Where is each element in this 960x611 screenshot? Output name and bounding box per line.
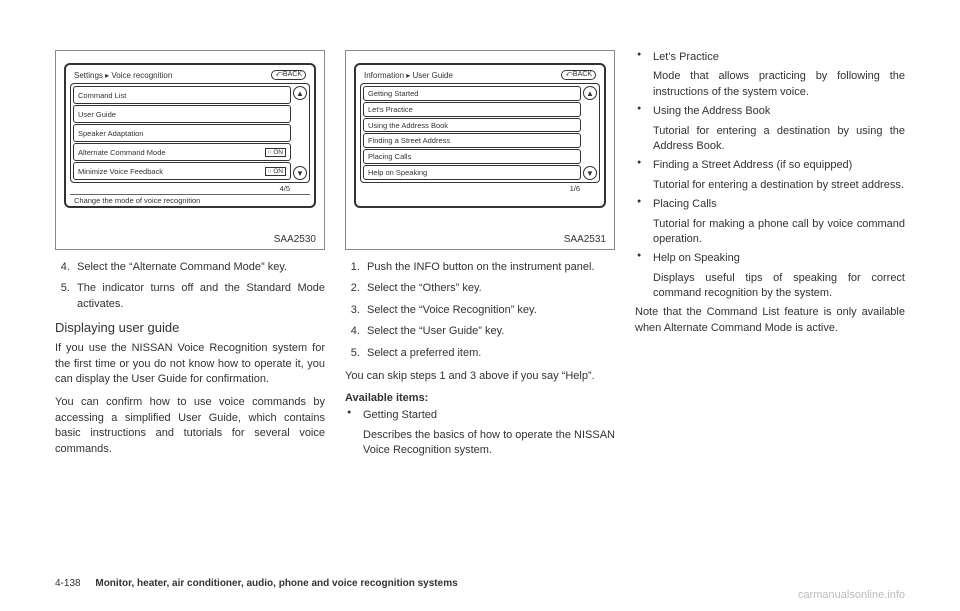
menu-item: Finding a Street Address <box>363 133 581 148</box>
menu-item: Using the Address Book <box>363 118 581 133</box>
toggle-on: ○ ON <box>265 167 286 176</box>
step-item: Select the “User Guide” key. <box>363 324 615 339</box>
bullet-item: Help on Speaking <box>635 251 905 266</box>
bullet-desc: Tutorial for making a phone call by voic… <box>635 217 905 248</box>
menu-label: Using the Address Book <box>368 121 448 130</box>
scroll-up-icon: ▲ <box>583 86 597 100</box>
bullet-list: Let’s Practice Mode that allows practici… <box>635 50 905 301</box>
menu-area: Getting Started Let's Practice Using the… <box>360 83 600 183</box>
menu-item: Placing Calls <box>363 149 581 164</box>
scroll-control: ▲ ▼ <box>583 86 597 180</box>
scroll-down-icon: ▼ <box>583 166 597 180</box>
step-item: Select the “Voice Recognition” key. <box>363 303 615 318</box>
body-text: Let’s Practice Mode that allows practici… <box>635 50 905 344</box>
subheading: Available items: <box>345 392 615 404</box>
bullet-item: Using the Address Book <box>635 104 905 119</box>
menu-item: Getting Started <box>363 86 581 101</box>
screen-header: Information ▸ User Guide ⤺BACK <box>360 69 600 83</box>
page-indicator: 1/6 <box>360 183 600 193</box>
page-columns: Settings ▸ Voice recognition ⤺BACK Comma… <box>55 50 905 550</box>
column-1: Settings ▸ Voice recognition ⤺BACK Comma… <box>55 50 325 550</box>
menu-label: User Guide <box>78 110 116 119</box>
menu-label: Getting Started <box>368 89 418 98</box>
numbered-steps: Select the “Alternate Command Mode” key.… <box>55 260 325 312</box>
step-item: The indicator turns off and the Standard… <box>73 281 325 312</box>
menu-label: Command List <box>78 91 126 100</box>
screenshot-1: Settings ▸ Voice recognition ⤺BACK Comma… <box>55 50 325 250</box>
menu-item: Alternate Command Mode ○ ON <box>73 143 291 161</box>
scroll-up-icon: ▲ <box>293 86 307 100</box>
breadcrumb: Settings ▸ Voice recognition <box>74 71 172 80</box>
scroll-control: ▲ ▼ <box>293 86 307 180</box>
step-item: Push the INFO button on the instrument p… <box>363 260 615 275</box>
step-item: Select a preferred item. <box>363 346 615 361</box>
menu-label: Help on Speaking <box>368 168 427 177</box>
toggle-on: ○ ON <box>265 148 286 157</box>
back-button: ⤺BACK <box>561 70 596 80</box>
breadcrumb: Information ▸ User Guide <box>364 71 453 80</box>
menu-item: Help on Speaking <box>363 165 581 180</box>
page-number: 4-138 <box>55 578 81 589</box>
bullet-desc: Displays useful tips of speaking for cor… <box>635 271 905 302</box>
menu-label: Let's Practice <box>368 105 413 114</box>
step-item: Select the “Alternate Command Mode” key. <box>73 260 325 275</box>
bullet-item: Getting Started <box>345 408 615 423</box>
step-item: Select the “Others” key. <box>363 281 615 296</box>
bullet-desc: Mode that allows practicing by following… <box>635 69 905 100</box>
bullet-item: Placing Calls <box>635 197 905 212</box>
menu-items: Getting Started Let's Practice Using the… <box>363 86 581 180</box>
menu-label: Minimize Voice Feedback <box>78 167 163 176</box>
bullet-desc: Describes the basics of how to operate t… <box>345 428 615 459</box>
back-button: ⤺BACK <box>271 70 306 80</box>
page-footer: 4-138 Monitor, heater, air conditioner, … <box>55 578 458 589</box>
note-paragraph: Note that the Command List feature is on… <box>635 305 905 336</box>
paragraph: If you use the NISSAN Voice Recognition … <box>55 341 325 387</box>
bullet-list: Getting Started Describes the basics of … <box>345 408 615 458</box>
menu-label: Speaker Adaptation <box>78 129 143 138</box>
paragraph: You can confirm how to use voice command… <box>55 395 325 457</box>
screen-frame: Settings ▸ Voice recognition ⤺BACK Comma… <box>64 63 316 208</box>
bullet-item: Finding a Street Address (if so equipped… <box>635 158 905 173</box>
bullet-item: Let’s Practice <box>635 50 905 65</box>
menu-label: Alternate Command Mode <box>78 148 166 157</box>
column-2: Information ▸ User Guide ⤺BACK Getting S… <box>345 50 615 550</box>
numbered-steps: Push the INFO button on the instrument p… <box>345 260 615 361</box>
figure-caption: SAA2531 <box>564 234 606 245</box>
status-line: Change the mode of voice recognition <box>70 194 310 205</box>
column-3: Let’s Practice Mode that allows practici… <box>635 50 905 550</box>
paragraph: You can skip steps 1 and 3 above if you … <box>345 369 615 384</box>
menu-item: Minimize Voice Feedback ○ ON <box>73 162 291 180</box>
page-indicator: 4/5 <box>70 183 310 193</box>
section-heading: Displaying user guide <box>55 320 325 335</box>
screen-frame: Information ▸ User Guide ⤺BACK Getting S… <box>354 63 606 208</box>
menu-item: Speaker Adaptation <box>73 124 291 142</box>
screenshot-2: Information ▸ User Guide ⤺BACK Getting S… <box>345 50 615 250</box>
menu-item: User Guide <box>73 105 291 123</box>
bullet-desc: Tutorial for entering a destination by u… <box>635 124 905 155</box>
figure-caption: SAA2530 <box>274 234 316 245</box>
menu-item: Let's Practice <box>363 102 581 117</box>
menu-label: Finding a Street Address <box>368 136 450 145</box>
bullet-desc: Tutorial for entering a destination by s… <box>635 178 905 193</box>
menu-area: Command List User Guide Speaker Adaptati… <box>70 83 310 183</box>
body-text: Push the INFO button on the instrument p… <box>345 260 615 463</box>
scroll-down-icon: ▼ <box>293 166 307 180</box>
section-title: Monitor, heater, air conditioner, audio,… <box>95 578 457 589</box>
menu-items: Command List User Guide Speaker Adaptati… <box>73 86 291 180</box>
menu-item: Command List <box>73 86 291 104</box>
watermark: carmanualsonline.info <box>798 589 905 601</box>
body-text: Select the “Alternate Command Mode” key.… <box>55 260 325 465</box>
screen-header: Settings ▸ Voice recognition ⤺BACK <box>70 69 310 83</box>
menu-label: Placing Calls <box>368 152 411 161</box>
